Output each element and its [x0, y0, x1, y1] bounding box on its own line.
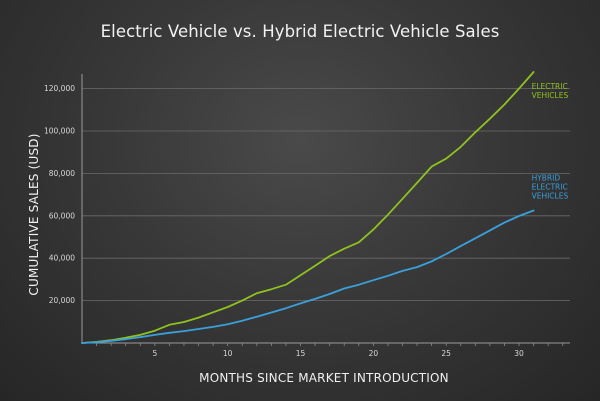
- x-tick-label: 5: [152, 349, 157, 358]
- x-tick-label: 25: [441, 349, 451, 358]
- series-lines: [81, 71, 535, 344]
- x-tick-label: 20: [369, 349, 379, 358]
- electric-vehicles-line: [81, 71, 535, 344]
- y-tick-label: 100,000: [44, 127, 75, 136]
- series-label-line: VEHICLES: [532, 192, 569, 201]
- tick-labels: 20,000 40,000 60,000 80,000 100,000 120,000 5 1…: [44, 84, 564, 358]
- hybrid-electric-vehicles-label: HYBRID ELECTRIC VEHICLES: [532, 174, 569, 201]
- series-label-line: VEHICLES: [532, 91, 569, 100]
- x-tick-label: 15: [296, 349, 306, 358]
- axes: [81, 74, 570, 344]
- y-tick-label: 40,000: [49, 254, 75, 263]
- electric-vehicles-label: ELECTRIC VEHICLES: [532, 82, 569, 100]
- x-tick-label: 10: [223, 349, 233, 358]
- y-tick-label: 20,000: [49, 296, 75, 305]
- y-tick-label: 80,000: [49, 169, 75, 178]
- series-label-line: ELECTRIC: [532, 183, 568, 192]
- x-tick-label: 30: [514, 349, 524, 358]
- chart-title: Electric Vehicle vs. Hybrid Electric Veh…: [100, 22, 500, 41]
- gridlines: [82, 88, 570, 302]
- y-axis-title: CUMULATIVE SALES (USD): [27, 133, 41, 295]
- y-tick-label: 120,000: [44, 84, 75, 93]
- y-tick-label: 60,000: [49, 211, 75, 220]
- x-axis-title: MONTHS SINCE MARKET INTRODUCTION: [199, 371, 449, 385]
- series-label-line: HYBRID: [532, 174, 561, 183]
- series-label-line: ELECTRIC: [532, 82, 568, 91]
- hybrid-electric-vehicles-line: [81, 209, 535, 344]
